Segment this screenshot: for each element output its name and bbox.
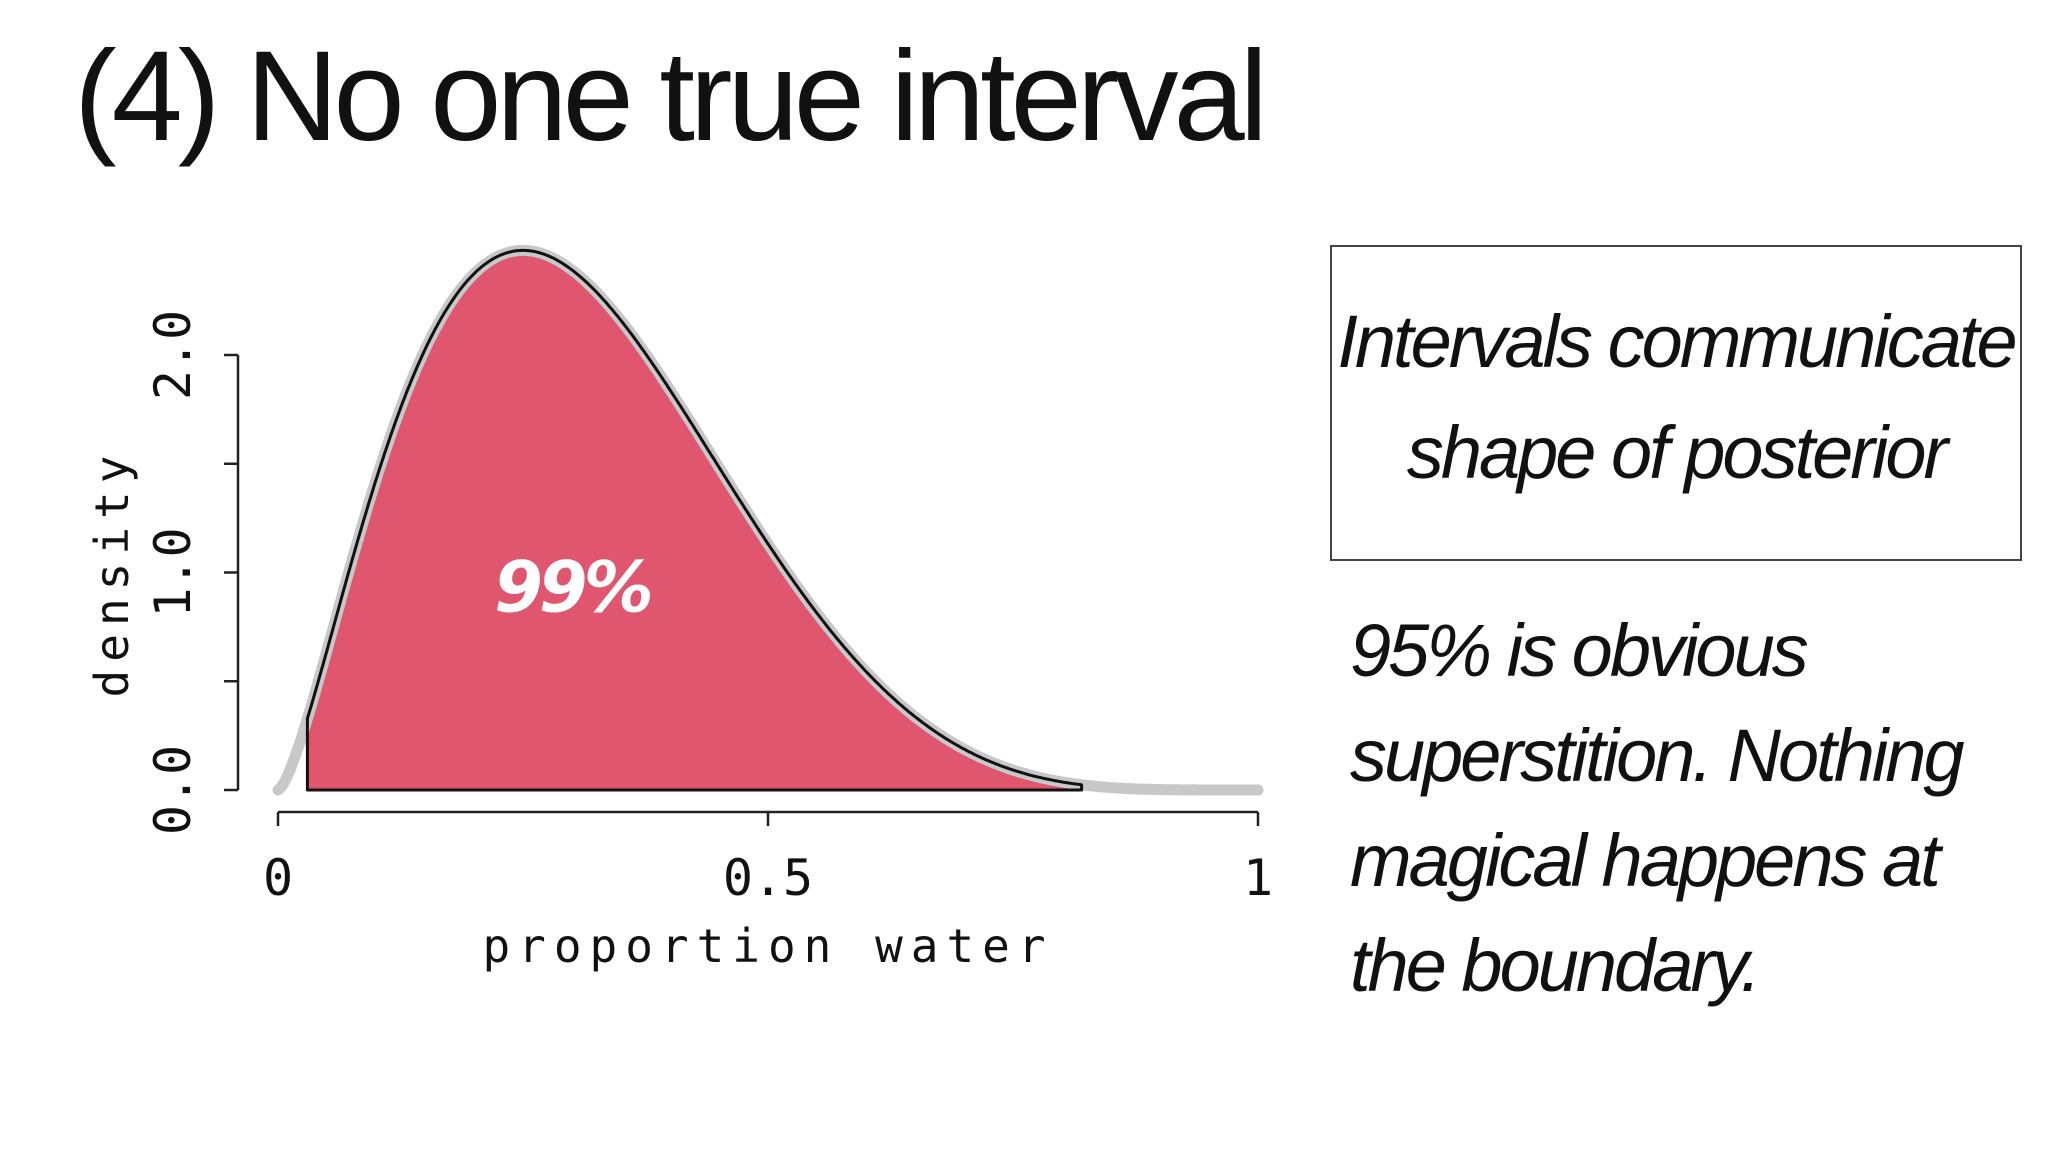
- slide-title: (4) No one true interval: [74, 25, 1268, 168]
- y-axis-label: density: [85, 448, 139, 698]
- interval-percent-label: 99%: [494, 547, 650, 629]
- y-tick-label: 2.0: [144, 310, 202, 400]
- note-text: 95% is obvious superstition. Nothing mag…: [1350, 609, 1965, 1008]
- callout-text: Intervals communicate shape of posterior: [1337, 300, 2017, 494]
- interval-area: [307, 250, 1082, 790]
- y-tick-label: 0.0: [144, 745, 202, 835]
- plot-axes: 0 0.5 1 0.0 1.0 2.0: [144, 310, 1273, 907]
- y-tick-label: 1.0: [144, 527, 202, 617]
- callout-box: Intervals communicate shape of posterior: [1330, 245, 2022, 561]
- interval-outline: [305, 248, 1084, 792]
- x-axis-label: proportion water: [482, 919, 1053, 973]
- x-tick-label: 0: [263, 849, 293, 907]
- x-tick-label: 1: [1243, 849, 1273, 907]
- x-tick-label: 0.5: [723, 849, 813, 907]
